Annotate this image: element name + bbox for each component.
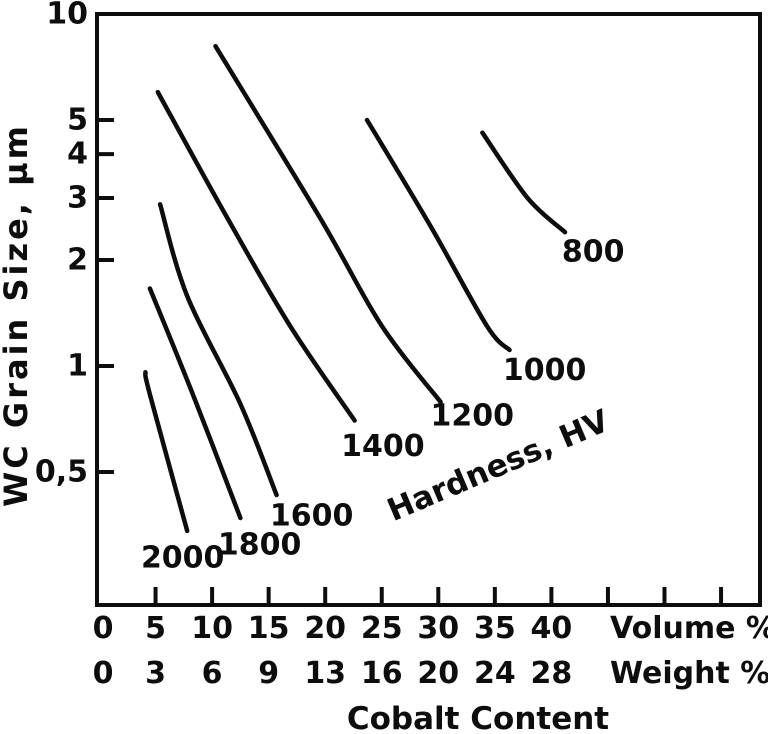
x-axis-volume-label: 35 [474,611,516,646]
y-tick-label: 3 [67,181,88,216]
contour-label-1400: 1400 [341,429,425,464]
contour-line-1800 [147,286,243,521]
x-axis-weight-label: 3 [145,656,166,691]
x-axis-volume-label: 10 [191,611,233,646]
contour-label-800: 800 [562,234,625,269]
contour-line-1600 [157,202,279,498]
contour-line-2000 [143,369,190,534]
y-axis: 10 54 3 2 1 0,5 [35,0,114,489]
y-tick-label: 5 [67,102,88,137]
x-axis-volume-label: 15 [248,611,290,646]
y-tick-label: 1 [67,349,88,384]
weight-row-title: Weight % [610,656,768,691]
plot-border [95,12,762,607]
x-axis-weight-label: 16 [361,656,403,691]
x-axis-weight-label: 9 [258,656,279,691]
y-tick-label: 4 [67,137,88,172]
y-axis-title: WC Grain Size, µm [0,123,35,507]
y-tick-label: 0,5 [35,454,88,489]
contour-line-1200 [213,43,443,405]
contour-line-1000 [364,117,512,353]
x-axis-weight-label: 20 [417,656,459,691]
x-axis-title: Cobalt Content [347,701,609,734]
x-axis-volume-label: 25 [361,611,403,646]
x-axis-volume-label: 5 [145,611,166,646]
x-axis-weight-label: 13 [304,656,346,691]
x-axis-volume-label: 30 [417,611,459,646]
x-axis-volume-label: 0 [93,611,114,646]
y-tick-label: 10 [46,0,88,32]
y-tick-label: 2 [67,243,88,278]
x-axis-volume-label: 20 [304,611,346,646]
x-axis-weight-label: 6 [202,656,223,691]
contour-label-1200: 1200 [430,399,514,434]
x-axis-weight-label: 28 [531,656,573,691]
contour-line-800 [480,130,568,235]
contour-line-1400 [155,89,357,423]
x-axis: 0 5 10 15 20 25 30 35 40 Volume % 0 3 6 9 13 16 20 24 28 We… [93,587,768,691]
x-axis-weight-label: 0 [93,656,114,691]
contour-label-1600: 1600 [270,498,354,533]
contour-label-2000: 2000 [141,540,225,575]
x-axis-volume-label: 40 [531,611,573,646]
contour-label-1800: 1800 [218,528,302,563]
contour-label-1000: 1000 [503,353,587,388]
volume-row-title: Volume % [610,611,768,646]
x-axis-weight-label: 24 [474,656,516,691]
